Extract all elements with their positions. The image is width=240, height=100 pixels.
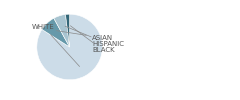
Wedge shape (54, 14, 70, 47)
Wedge shape (66, 14, 70, 47)
Wedge shape (42, 18, 70, 47)
Wedge shape (37, 14, 102, 80)
Text: WHITE: WHITE (32, 24, 80, 66)
Text: BLACK: BLACK (70, 26, 114, 53)
Text: HISPANIC: HISPANIC (65, 26, 124, 47)
Text: ASIAN: ASIAN (57, 31, 113, 41)
